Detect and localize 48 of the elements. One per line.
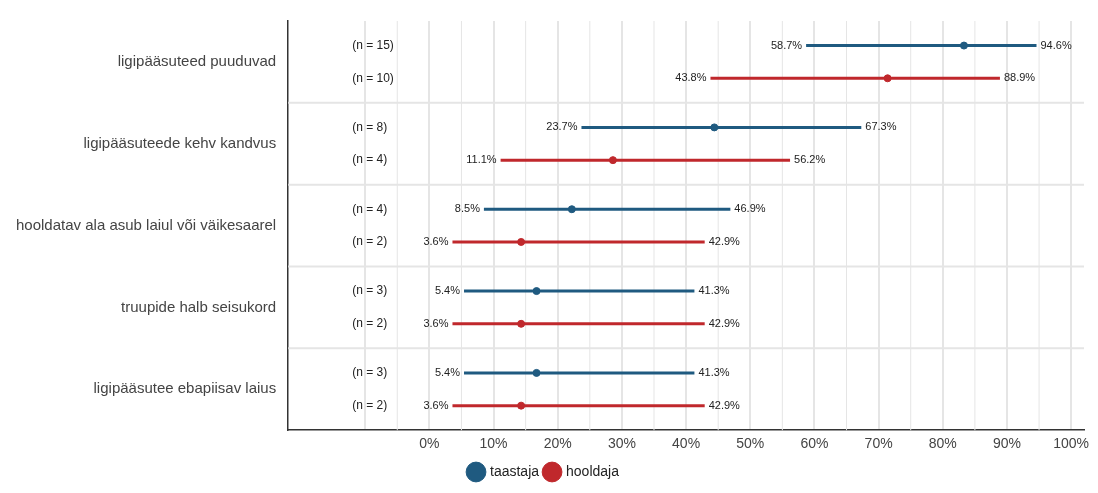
annotation: (n = 2) xyxy=(352,316,388,331)
annotation: (n = 3) xyxy=(352,365,388,380)
annotation: 43.8% xyxy=(675,71,707,84)
x-tick-label: 50% xyxy=(736,435,765,452)
annotation: 41.3% xyxy=(698,365,730,378)
y-tick-label: truupide halb seisukord xyxy=(121,297,277,315)
legend-label: hooldaja xyxy=(566,462,620,479)
x-tick-label: 80% xyxy=(928,435,957,452)
annotation: 3.6% xyxy=(423,398,449,411)
annotation: 5.4% xyxy=(434,365,461,378)
annotation: (n = 3) xyxy=(352,283,388,298)
annotation: 56.2% xyxy=(794,153,826,166)
annotation: (n = 4) xyxy=(352,201,388,216)
annotation: 42.9% xyxy=(708,398,741,411)
annotation: (n = 10) xyxy=(352,70,394,85)
y-tick-label: ligipääsuteede kehv kandvus xyxy=(83,133,277,151)
annotation: 23.7% xyxy=(546,120,578,133)
annotation: (n = 15) xyxy=(352,37,394,52)
x-tick-label: 30% xyxy=(607,435,636,452)
annotation: 46.9% xyxy=(734,202,766,215)
annotation: 3.6% xyxy=(423,235,449,247)
x-tick-label: 90% xyxy=(992,435,1021,452)
y-tick-label: ligipääsutee ebapiisav laius xyxy=(93,379,277,397)
annotation: (n = 8) xyxy=(352,119,388,134)
annotation: 41.3% xyxy=(698,284,730,297)
annotation: 94.6% xyxy=(1040,38,1072,51)
x-tick-label: 0% xyxy=(419,435,440,452)
annotation: (n = 2) xyxy=(352,397,388,412)
annotation: 3.6% xyxy=(423,316,449,329)
y-tick-label: ligipääsuteed puuduvad xyxy=(117,52,277,70)
annotation: 5.4% xyxy=(434,284,461,297)
annotation: 8.5% xyxy=(454,202,481,215)
x-tick-label: 70% xyxy=(864,435,893,452)
annotation: 42.9% xyxy=(708,316,741,329)
x-tick-label: 20% xyxy=(543,435,572,452)
x-tick-label: 100% xyxy=(1053,435,1090,452)
annotation: 58.7% xyxy=(770,38,803,51)
annotation: (n = 4) xyxy=(352,152,388,167)
annotation: 88.9% xyxy=(1003,71,1036,84)
y-tick-label: hooldatav ala asub laiul või väikesaarel xyxy=(15,215,277,233)
annotation: 42.9% xyxy=(708,235,741,247)
x-tick-label: 10% xyxy=(479,435,508,452)
x-tick-label: 40% xyxy=(672,435,701,452)
annotation: 11.1% xyxy=(466,153,497,166)
legend-label: taastaja xyxy=(490,462,540,479)
annotation: (n = 2) xyxy=(352,234,388,249)
annotation: 67.3% xyxy=(865,120,897,133)
x-tick-label: 60% xyxy=(800,435,829,452)
